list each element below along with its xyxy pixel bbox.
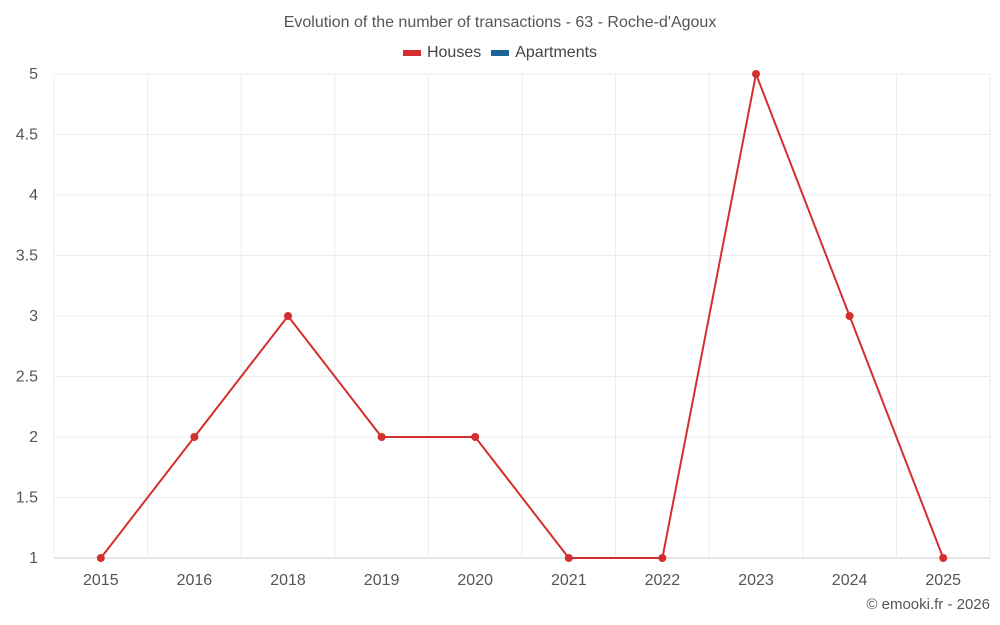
legend-label-houses: Houses (426, 44, 482, 61)
y-tick-label: 5 (29, 66, 38, 83)
x-tick-label: 2015 (83, 572, 119, 589)
data-point (284, 312, 292, 320)
x-tick-label: 2023 (738, 572, 774, 589)
x-tick-label: 2025 (925, 572, 961, 589)
y-tick-label: 1.5 (16, 490, 38, 507)
chart-title: Evolution of the number of transactions … (283, 14, 717, 31)
legend-item-apartments[interactable]: Apartments (491, 44, 597, 62)
data-point (96, 554, 105, 562)
data-point (845, 312, 854, 320)
data-point (939, 554, 948, 562)
data-point (377, 433, 386, 441)
data-point (658, 554, 667, 562)
data-point (190, 433, 199, 441)
x-tick-label: 2020 (457, 572, 493, 589)
y-tick-label: 4 (29, 187, 38, 204)
legend-item-houses[interactable]: Houses (402, 44, 482, 62)
series-line-houses (100, 70, 945, 559)
y-tick-label: 2 (29, 429, 38, 446)
x-tick-label: 2018 (270, 572, 306, 589)
data-point (564, 554, 573, 562)
data-point (471, 433, 480, 441)
chart-legend: Houses Apartments (0, 44, 1000, 62)
x-tick-label: 2022 (645, 572, 681, 589)
x-tick-label: 2021 (551, 572, 587, 589)
x-tick-label: 2016 (177, 572, 213, 589)
y-tick-label: 4.5 (16, 127, 38, 144)
x-tick-label: 2024 (832, 572, 868, 589)
y-tick-label: 2.5 (16, 369, 38, 386)
credit-text: © emooki.fr - 2026 (866, 596, 990, 613)
legend-swatch-apartments (491, 50, 510, 56)
legend-swatch-houses (402, 50, 421, 56)
y-tick-label: 1 (29, 550, 38, 567)
y-tick-label: 3 (29, 308, 38, 325)
x-tick-label: 2019 (364, 572, 400, 589)
data-point (752, 70, 760, 78)
y-tick-label: 3.5 (16, 248, 38, 265)
legend-label-apartments: Apartments (515, 44, 598, 61)
